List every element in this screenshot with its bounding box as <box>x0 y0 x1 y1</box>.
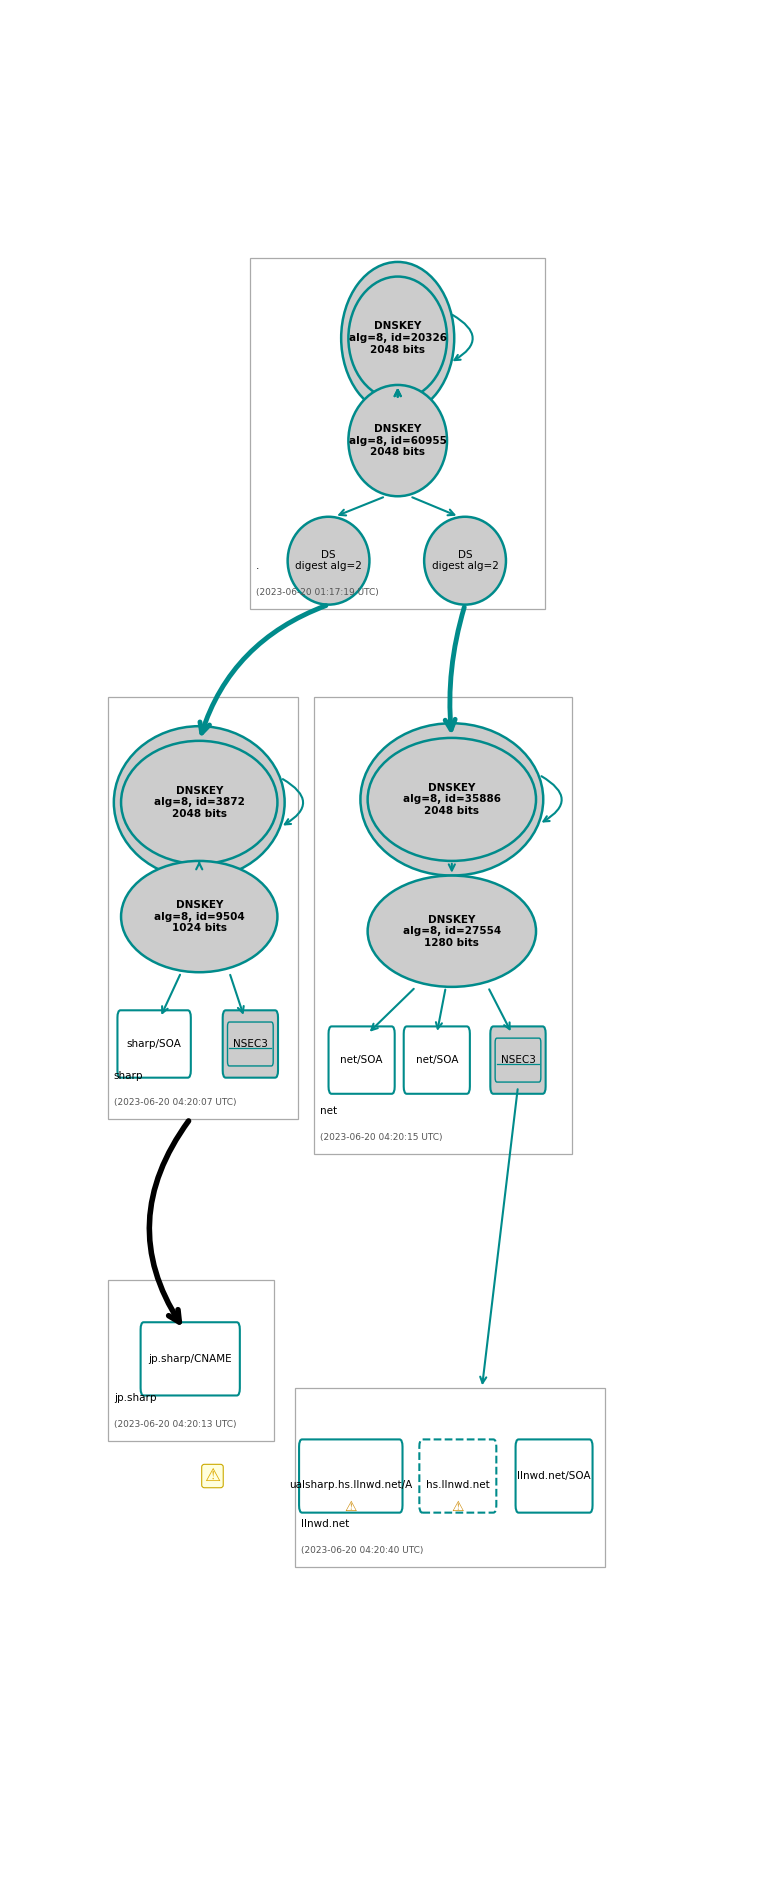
Bar <box>251 257 545 609</box>
Ellipse shape <box>424 517 506 605</box>
Text: ⚠: ⚠ <box>345 1499 357 1514</box>
Text: net/SOA: net/SOA <box>341 1056 383 1065</box>
Ellipse shape <box>368 875 536 987</box>
Text: DNSKEY
alg=8, id=20326
2048 bits: DNSKEY alg=8, id=20326 2048 bits <box>348 321 447 354</box>
Text: (2023-06-20 04:20:07 UTC): (2023-06-20 04:20:07 UTC) <box>114 1097 237 1107</box>
Ellipse shape <box>288 517 369 605</box>
Text: jp.sharp/CNAME: jp.sharp/CNAME <box>148 1354 232 1364</box>
FancyBboxPatch shape <box>490 1027 546 1094</box>
Text: sharp: sharp <box>114 1071 144 1080</box>
Bar <box>497 1042 539 1063</box>
Ellipse shape <box>114 727 285 879</box>
Ellipse shape <box>348 276 447 399</box>
Bar <box>314 696 572 1155</box>
FancyBboxPatch shape <box>419 1440 497 1512</box>
Text: llnwd.net/SOA: llnwd.net/SOA <box>518 1470 591 1482</box>
Text: NSEC3: NSEC3 <box>233 1038 268 1050</box>
Text: DS
digest alg=2: DS digest alg=2 <box>295 550 362 571</box>
Text: .: . <box>256 561 260 571</box>
Ellipse shape <box>368 738 536 862</box>
Bar <box>108 696 299 1118</box>
Text: DNSKEY
alg=8, id=9504
1024 bits: DNSKEY alg=8, id=9504 1024 bits <box>154 900 244 934</box>
Text: DNSKEY
alg=8, id=27554
1280 bits: DNSKEY alg=8, id=27554 1280 bits <box>403 915 501 947</box>
Text: DS
digest alg=2: DS digest alg=2 <box>431 550 498 571</box>
FancyBboxPatch shape <box>515 1440 593 1512</box>
Text: net/SOA: net/SOA <box>415 1056 458 1065</box>
Bar <box>108 1280 275 1442</box>
Text: DNSKEY
alg=8, id=3872
2048 bits: DNSKEY alg=8, id=3872 2048 bits <box>154 786 244 820</box>
Text: llnwd.net: llnwd.net <box>301 1520 350 1529</box>
FancyBboxPatch shape <box>117 1010 191 1078</box>
Text: jp.sharp: jp.sharp <box>114 1392 156 1404</box>
FancyBboxPatch shape <box>299 1440 403 1512</box>
Text: (2023-06-20 04:20:13 UTC): (2023-06-20 04:20:13 UTC) <box>114 1421 237 1428</box>
Ellipse shape <box>360 723 543 875</box>
Text: hs.llnwd.net: hs.llnwd.net <box>426 1480 490 1489</box>
FancyBboxPatch shape <box>223 1010 278 1078</box>
Text: (2023-06-20 01:17:19 UTC): (2023-06-20 01:17:19 UTC) <box>256 588 379 597</box>
Ellipse shape <box>121 740 278 864</box>
Text: ualsharp.hs.llnwd.net/A: ualsharp.hs.llnwd.net/A <box>289 1480 412 1489</box>
FancyBboxPatch shape <box>404 1027 469 1094</box>
Text: ⚠: ⚠ <box>452 1499 464 1514</box>
Ellipse shape <box>348 384 447 496</box>
Text: DNSKEY
alg=8, id=60955
2048 bits: DNSKEY alg=8, id=60955 2048 bits <box>348 424 447 456</box>
Text: DNSKEY
alg=8, id=35886
2048 bits: DNSKEY alg=8, id=35886 2048 bits <box>403 784 501 816</box>
Text: NSEC3: NSEC3 <box>501 1056 535 1065</box>
Bar <box>296 1388 605 1567</box>
Text: (2023-06-20 04:20:40 UTC): (2023-06-20 04:20:40 UTC) <box>301 1546 424 1556</box>
Ellipse shape <box>121 862 278 972</box>
Text: (2023-06-20 04:20:15 UTC): (2023-06-20 04:20:15 UTC) <box>320 1134 442 1141</box>
FancyBboxPatch shape <box>328 1027 395 1094</box>
Text: net: net <box>320 1105 337 1116</box>
FancyBboxPatch shape <box>140 1322 240 1396</box>
Text: ⚠: ⚠ <box>204 1466 220 1485</box>
Bar <box>230 1027 272 1048</box>
Ellipse shape <box>341 262 454 415</box>
Text: sharp/SOA: sharp/SOA <box>126 1038 182 1050</box>
